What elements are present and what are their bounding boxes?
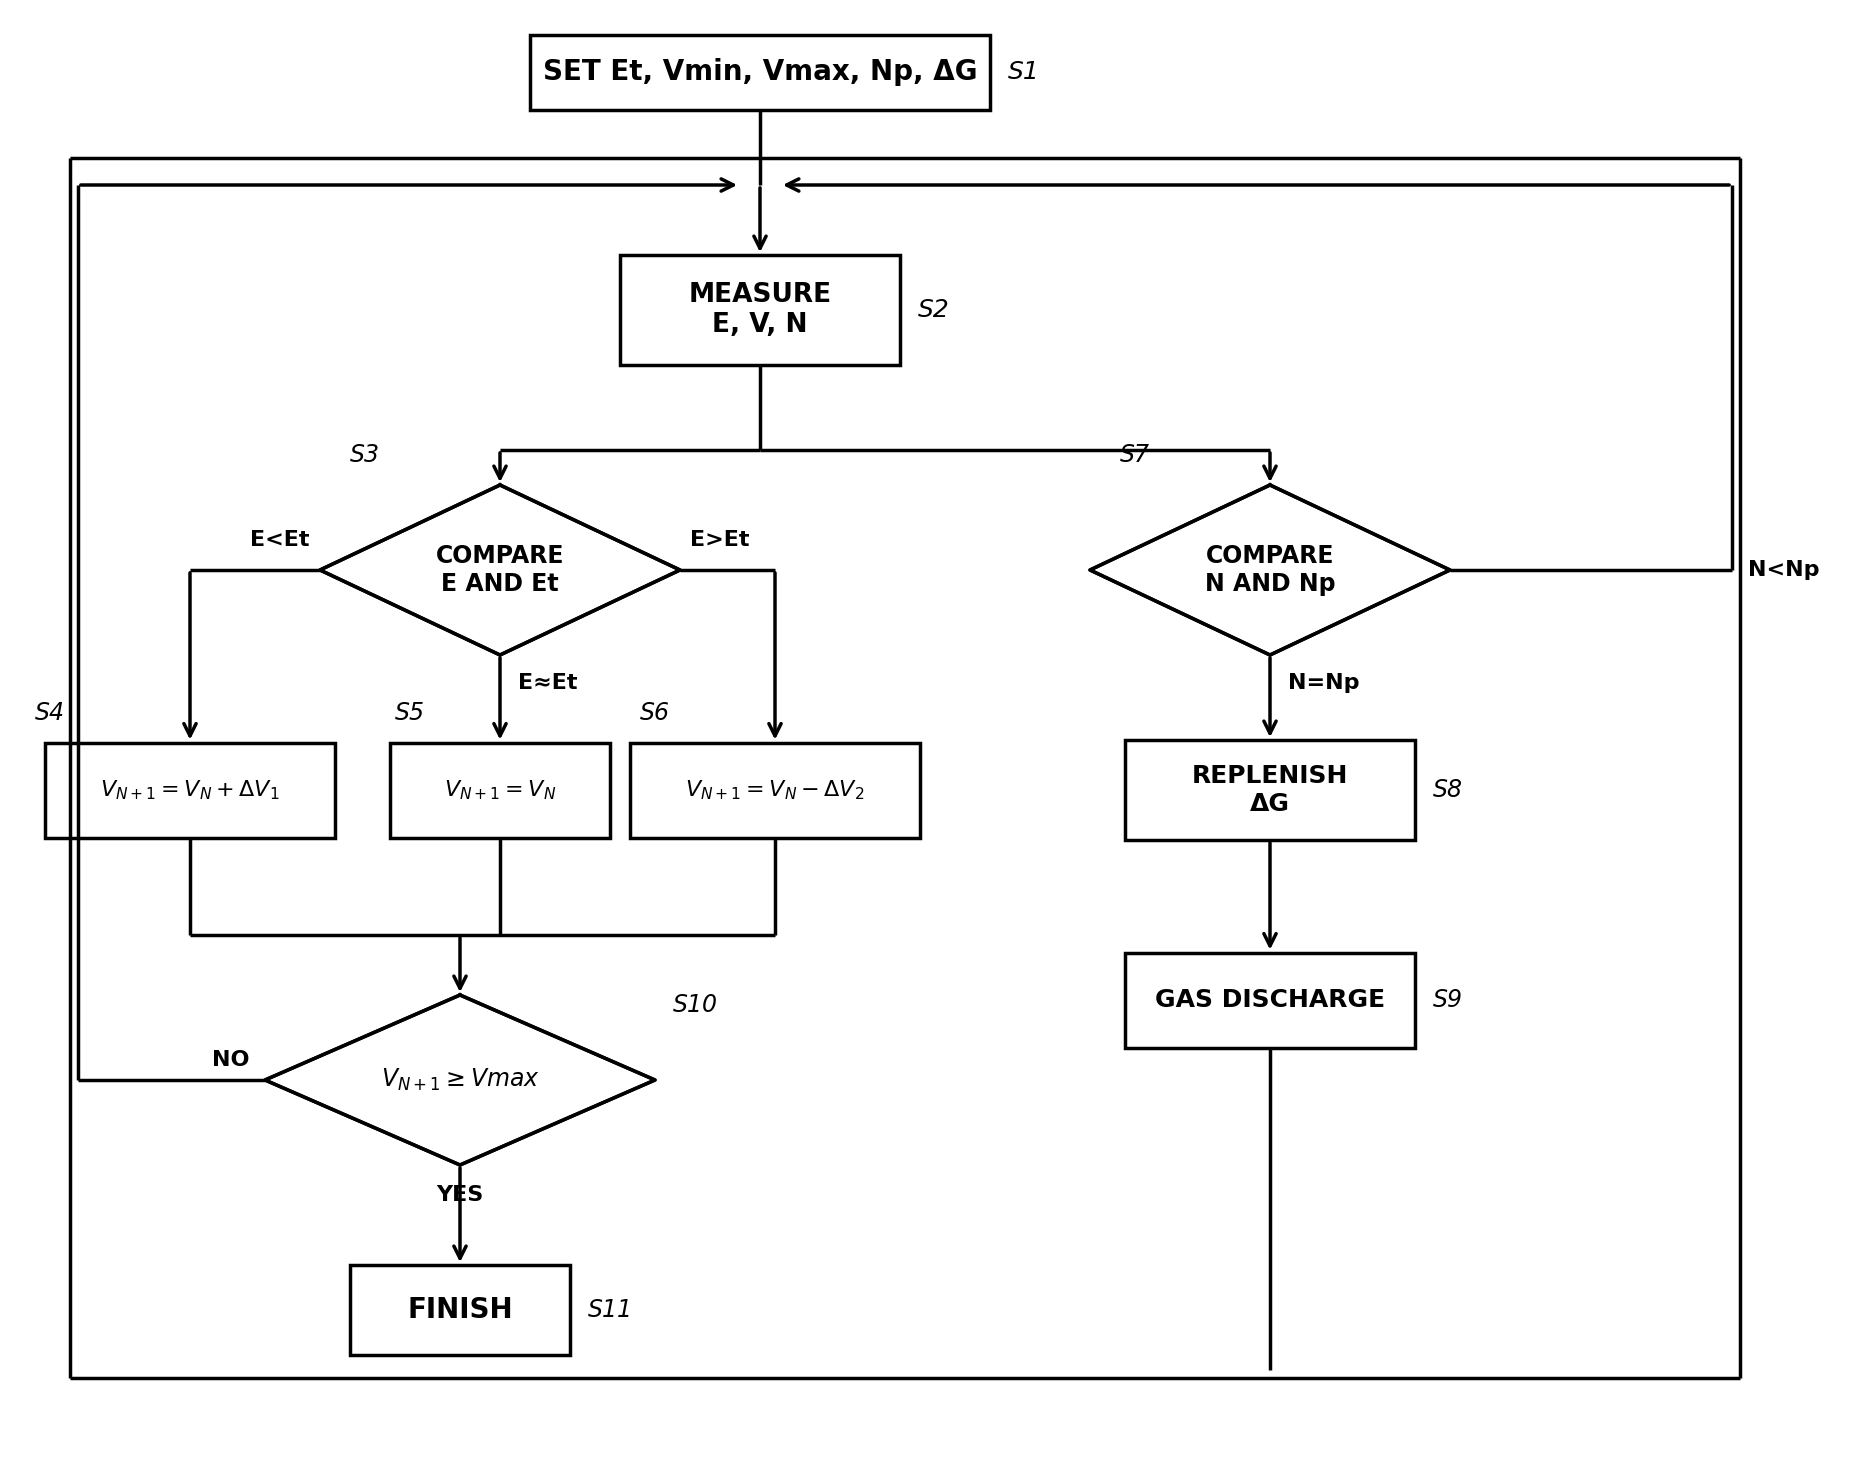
Bar [531, 35, 990, 110]
Text: E≈Et: E≈Et [518, 672, 578, 693]
Text: SET Et, Vmin, Vmax, Np, ΔG: SET Et, Vmin, Vmax, Np, ΔG [542, 59, 977, 87]
Polygon shape [1089, 484, 1449, 655]
Text: NO: NO [212, 1050, 249, 1070]
Text: $V_{N+1} = V_N+\Delta V_1$: $V_{N+1} = V_N+\Delta V_1$ [99, 778, 279, 802]
Bar [630, 743, 921, 838]
Text: REPLENISH
ΔG: REPLENISH ΔG [1192, 765, 1348, 816]
Polygon shape [321, 484, 681, 655]
Text: S3: S3 [351, 443, 381, 467]
Text: S1: S1 [1009, 60, 1041, 84]
Text: $V_{N+1} = V_N-\Delta V_2$: $V_{N+1} = V_N-\Delta V_2$ [686, 778, 864, 802]
Text: COMPARE
N AND Np: COMPARE N AND Np [1206, 545, 1335, 596]
Text: S11: S11 [589, 1298, 634, 1323]
Text: S7: S7 [1119, 443, 1149, 467]
Text: S8: S8 [1432, 778, 1462, 802]
Bar [351, 1265, 570, 1355]
Polygon shape [264, 995, 654, 1166]
Bar [45, 743, 336, 838]
Bar [390, 743, 609, 838]
Text: MEASURE
E, V, N: MEASURE E, V, N [688, 282, 832, 338]
Text: S6: S6 [639, 700, 669, 725]
Bar [1125, 953, 1416, 1048]
Text: GAS DISCHARGE: GAS DISCHARGE [1155, 988, 1386, 1011]
Text: S9: S9 [1432, 988, 1462, 1011]
Text: $V_{N+1} \geq Vmax$: $V_{N+1} \geq Vmax$ [381, 1067, 540, 1094]
Text: S5: S5 [396, 700, 426, 725]
Text: N=Np: N=Np [1288, 672, 1359, 693]
Text: S4: S4 [36, 700, 66, 725]
Text: S10: S10 [673, 992, 718, 1017]
Text: E>Et: E>Et [690, 530, 750, 550]
Bar [621, 255, 900, 366]
Text: YES: YES [437, 1185, 484, 1205]
Text: COMPARE
E AND Et: COMPARE E AND Et [435, 545, 564, 596]
Text: $V_{N+1} = V_N$: $V_{N+1} = V_N$ [444, 778, 557, 802]
Text: N<Np: N<Np [1748, 559, 1819, 580]
Text: S2: S2 [919, 298, 951, 321]
Bar [1125, 740, 1416, 840]
Text: E<Et: E<Et [251, 530, 309, 550]
Text: FINISH: FINISH [407, 1296, 514, 1324]
